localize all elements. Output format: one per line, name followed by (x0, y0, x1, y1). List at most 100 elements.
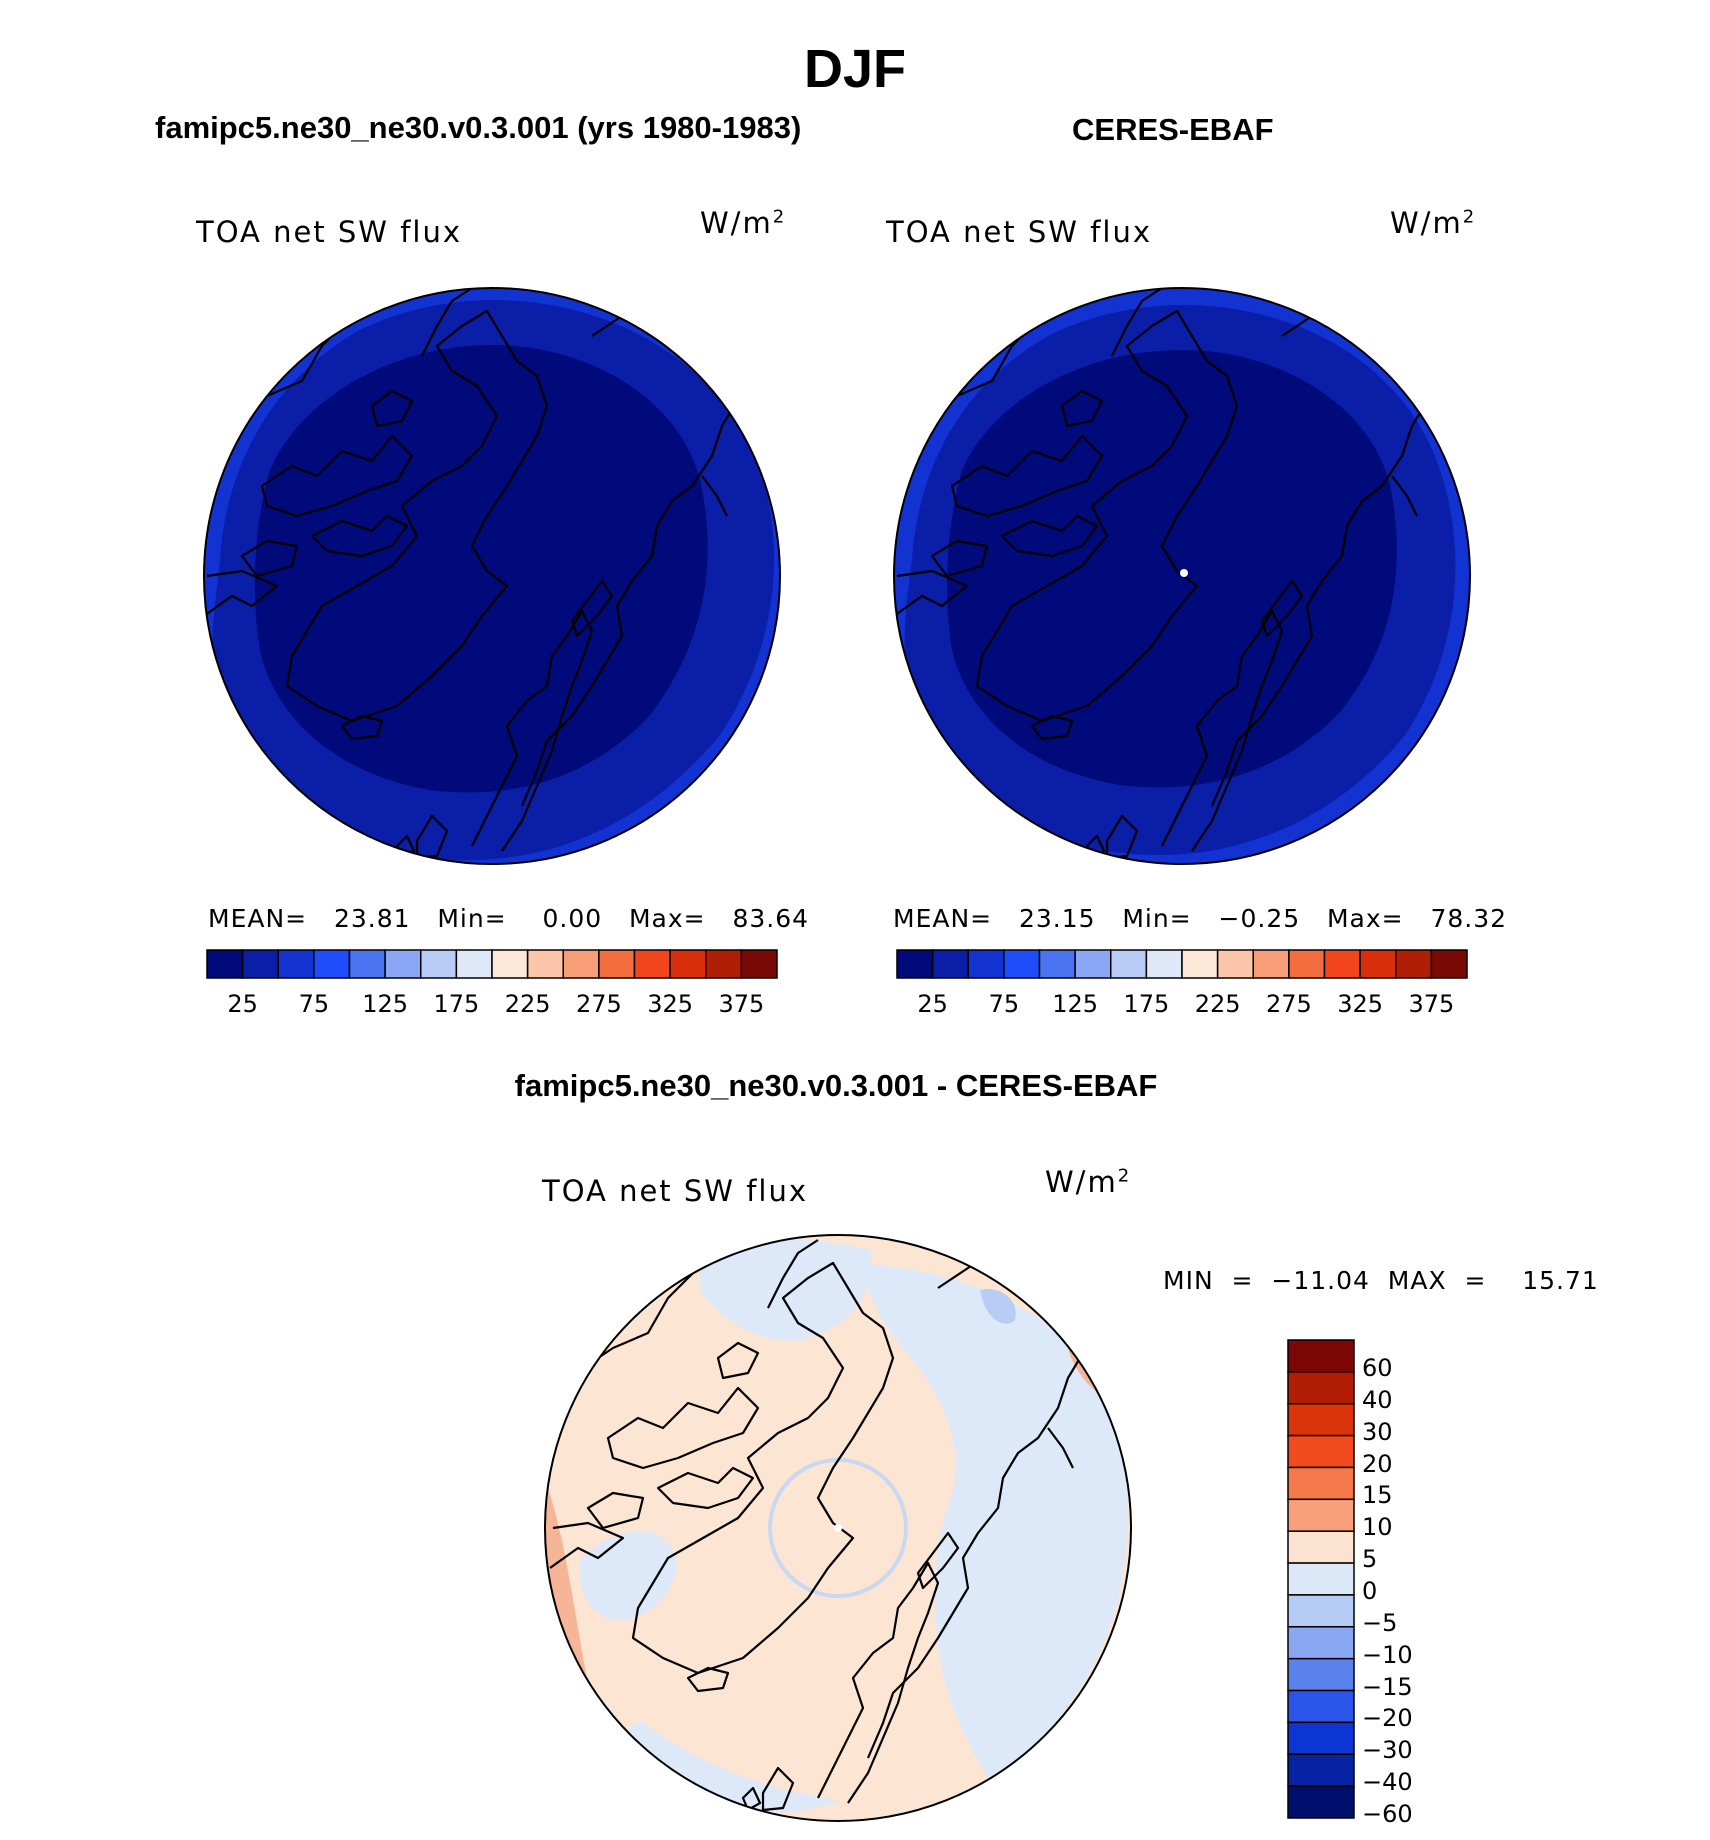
colorbar-swatch (1003, 949, 1041, 979)
model-map-border (203, 287, 781, 865)
obs-colorbar (896, 949, 1468, 979)
obs-stats: MEAN= 23.15 Min= −0.25 Max= 78.32 (893, 904, 1508, 933)
colorbar-swatch (1323, 949, 1361, 979)
diff-pole-missing-point (834, 1524, 842, 1532)
colorbar-tick-label: 20 (1362, 1449, 1393, 1478)
colorbar-tick-label: −5 (1362, 1608, 1398, 1637)
model-variable-label: TOA net SW flux (196, 215, 463, 249)
colorbar-swatch (1181, 949, 1219, 979)
diff-map (544, 1234, 1132, 1822)
colorbar-swatch (562, 949, 600, 979)
obs-panel-title: CERES-EBAF (1072, 112, 1274, 147)
obs-variable-label: TOA net SW flux (886, 215, 1153, 249)
colorbar-swatch (1145, 949, 1183, 979)
colorbar-tick-label: 125 (362, 990, 409, 1018)
diff-panel-title: famipc5.ne30_ne30.v0.3.001 - CERES-EBAF (514, 1068, 1158, 1103)
diff-colorbar (1287, 1339, 1355, 1819)
colorbar-swatch (967, 949, 1005, 979)
colorbar-tick-label: 175 (1123, 990, 1170, 1018)
colorbar-swatch (1287, 1594, 1355, 1628)
colorbar-tick-label: 25 (917, 990, 948, 1018)
colorbar-swatch (455, 949, 493, 979)
colorbar-swatch (1110, 949, 1148, 979)
diff-variable-label: TOA net SW flux (542, 1174, 809, 1208)
colorbar-swatch (1288, 949, 1326, 979)
colorbar-swatch (1287, 1466, 1355, 1501)
model-map-polar-region (254, 345, 708, 793)
colorbar-swatch (241, 949, 279, 979)
colorbar-swatch (598, 949, 636, 979)
colorbar-tick-label: 10 (1362, 1513, 1393, 1542)
colorbar-swatch (1287, 1753, 1355, 1787)
colorbar-tick-label: 5 (1362, 1545, 1378, 1574)
colorbar-swatch (896, 949, 934, 979)
season-title: DJF (803, 39, 906, 99)
colorbar-swatch (1287, 1402, 1355, 1437)
model-panel-title: famipc5.ne30_ne30.v0.3.001 (yrs 1980-198… (155, 110, 802, 145)
colorbar-swatch (633, 949, 671, 979)
colorbar-swatch (1430, 949, 1468, 979)
colorbar-swatch (420, 949, 458, 979)
colorbar-tick-label: 75 (298, 990, 330, 1018)
colorbar-swatch (1287, 1626, 1355, 1660)
colorbar-tick-label: 75 (988, 990, 1020, 1018)
colorbar-swatch (491, 949, 529, 979)
obs-pole-missing-point (1180, 569, 1188, 577)
colorbar-tick-label: 175 (433, 990, 480, 1018)
colorbar-tick-label: 325 (647, 990, 694, 1018)
colorbar-swatch (1359, 949, 1397, 979)
model-units-label: W/m2 (700, 206, 787, 240)
colorbar-swatch (1287, 1339, 1355, 1373)
colorbar-swatch (1038, 949, 1076, 979)
colorbar-tick-label: −60 (1362, 1800, 1413, 1829)
colorbar-tick-label: −10 (1362, 1640, 1413, 1669)
diff-map-border (544, 1234, 1132, 1822)
diff-stats: MIN = −11.04 MAX = 15.71 (1163, 1266, 1599, 1295)
diff-units-label: W/m2 (1045, 1165, 1132, 1199)
colorbar-swatch (705, 949, 743, 979)
colorbar-swatch (1287, 1498, 1355, 1532)
colorbar-swatch (277, 949, 315, 979)
model-map (203, 287, 781, 865)
obs-map-border (893, 287, 1471, 865)
colorbar-tick-label: 60 (1362, 1353, 1393, 1382)
colorbar-tick-label: 225 (504, 990, 551, 1018)
colorbar-swatch (206, 949, 244, 979)
colorbar-tick-label: 30 (1362, 1417, 1393, 1446)
colorbar-swatch (740, 949, 778, 979)
colorbar-tick-label: −20 (1362, 1704, 1413, 1733)
colorbar-swatch (1287, 1657, 1355, 1692)
colorbar-tick-label: 25 (227, 990, 258, 1018)
colorbar-swatch (1287, 1785, 1355, 1819)
diff-moderate-negative-spot (980, 1289, 1016, 1324)
model-stats: MEAN= 23.81 Min= 0.00 Max= 83.64 (208, 904, 810, 933)
colorbar-swatch (669, 949, 707, 979)
colorbar-swatch (526, 949, 564, 979)
colorbar-swatch (348, 949, 386, 979)
colorbar-tick-label: 275 (575, 990, 622, 1018)
colorbar-swatch (1287, 1371, 1355, 1405)
colorbar-tick-label: 125 (1052, 990, 1099, 1018)
colorbar-swatch (384, 949, 422, 979)
colorbar-tick-label: −15 (1362, 1672, 1413, 1701)
colorbar-tick-label: −30 (1362, 1736, 1413, 1765)
colorbar-swatch (1287, 1721, 1355, 1756)
model-colorbar (206, 949, 778, 979)
colorbar-swatch (1287, 1689, 1355, 1724)
colorbar-swatch (1216, 949, 1254, 979)
colorbar-swatch (1287, 1434, 1355, 1469)
colorbar-tick-label: 275 (1265, 990, 1312, 1018)
obs-map-polar-region (947, 350, 1397, 788)
colorbar-swatch (1252, 949, 1290, 979)
colorbar-tick-label: 40 (1362, 1385, 1393, 1414)
colorbar-swatch (1395, 949, 1433, 979)
colorbar-swatch (1074, 949, 1112, 979)
colorbar-swatch (1287, 1530, 1355, 1564)
colorbar-tick-label: 0 (1362, 1577, 1378, 1605)
obs-units-label: W/m2 (1390, 206, 1477, 240)
colorbar-swatch (313, 949, 351, 979)
colorbar-tick-label: 375 (718, 990, 765, 1018)
colorbar-swatch (931, 949, 969, 979)
